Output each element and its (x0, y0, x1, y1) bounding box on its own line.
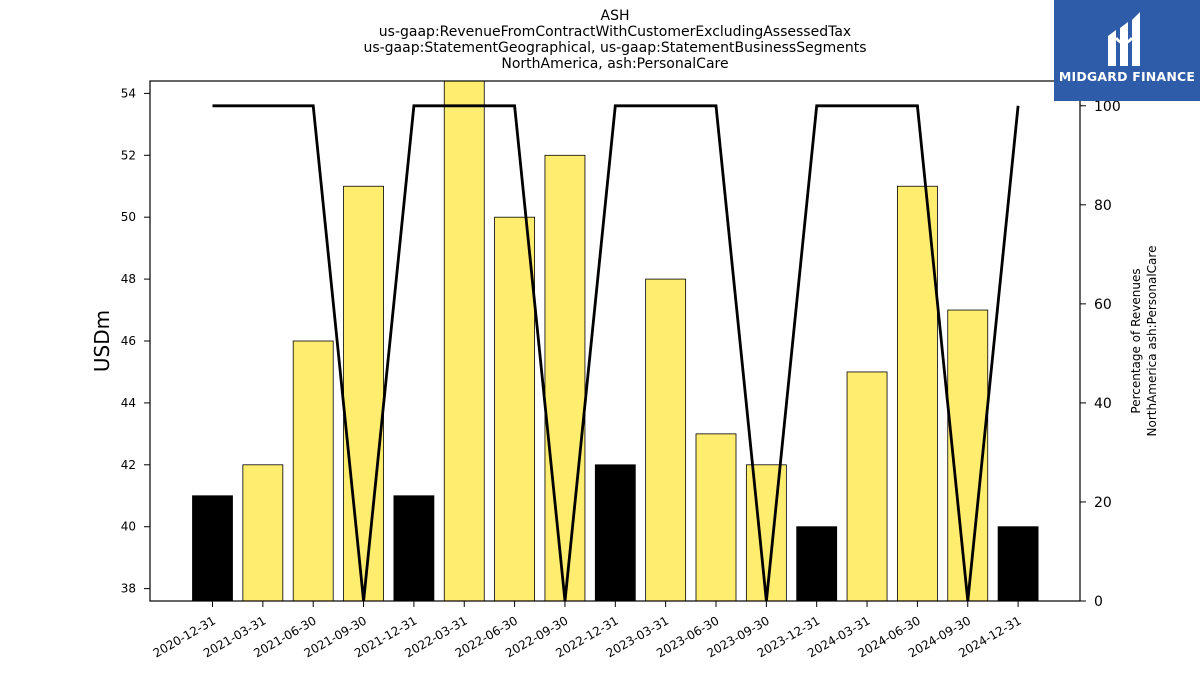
y-axis-left-label: USDm (90, 310, 114, 372)
y-right-tick-label: 20 (1094, 495, 1112, 511)
bar-2024-03-31 (846, 371, 888, 602)
percentage-line (212, 104, 1020, 602)
y-axis-right-label-line-1: Percentage of Revenues (1129, 268, 1143, 413)
percentage-line-group (212, 104, 1020, 602)
bar-group (192, 80, 1039, 602)
bar-2024-12-31 (997, 526, 1039, 602)
y-left-tick-label: 40 (121, 520, 136, 534)
y-left-tick-label: 46 (121, 334, 136, 348)
bar-2022-03-31 (443, 80, 485, 602)
bar-2022-09-30 (544, 154, 586, 602)
y-left-tick-label: 38 (121, 582, 136, 596)
brand-logo: MIDGARD FINANCE (1054, 0, 1200, 101)
y-right-tick-label: 40 (1094, 396, 1112, 412)
y-axis-right-label-line-2: NorthAmerica ash:PersonalCare (1145, 246, 1159, 437)
bar-2023-12-31 (796, 526, 838, 602)
y-left-tick-label: 52 (121, 148, 136, 162)
bar-2022-06-30 (494, 216, 536, 602)
x-axis: 2020-12-312021-03-312021-06-302021-09-30… (151, 601, 1024, 660)
chart-title-line-3: us-gaap:StatementGeographical, us-gaap:S… (363, 40, 866, 56)
chart-title-line-2: us-gaap:RevenueFromContractWithCustomerE… (379, 24, 851, 40)
bar-2023-09-30 (745, 464, 787, 602)
y-left-tick-label: 48 (121, 272, 136, 286)
bar-2024-06-30 (897, 185, 938, 602)
y-right-tick-label: 0 (1094, 594, 1103, 610)
y-left-tick-label: 44 (121, 396, 136, 410)
bar-2020-12-31 (192, 495, 233, 602)
bar-2023-06-30 (695, 433, 737, 602)
bar-2023-03-31 (645, 278, 687, 602)
y-axis-right: 0 20 40 60 80 100 (1080, 99, 1121, 610)
chart-title-line-4: NorthAmerica, ash:PersonalCare (501, 56, 728, 72)
y-left-tick-label: 50 (121, 210, 136, 224)
midgard-m-logo-icon (1108, 12, 1140, 66)
bar-2024-09-30 (947, 309, 989, 602)
y-right-tick-label: 80 (1094, 198, 1112, 214)
bar-2022-12-31 (594, 464, 636, 602)
brand-name: MIDGARD FINANCE (1058, 69, 1196, 84)
y-right-tick-label: 60 (1094, 297, 1112, 313)
bar-2021-12-31 (393, 495, 435, 602)
y-left-tick-label: 54 (121, 86, 136, 100)
chart-title-line-1: ASH (601, 8, 630, 24)
y-axis-left: 38 40 42 44 46 48 50 52 54 (121, 86, 150, 596)
bar-2021-03-31 (242, 464, 284, 602)
y-right-tick-label: 100 (1094, 99, 1121, 115)
y-left-tick-label: 42 (121, 458, 136, 472)
chart-title: ASH us-gaap:RevenueFromContractWithCusto… (363, 8, 866, 72)
bar-2021-09-30 (343, 185, 384, 602)
bar-2021-06-30 (292, 340, 334, 602)
